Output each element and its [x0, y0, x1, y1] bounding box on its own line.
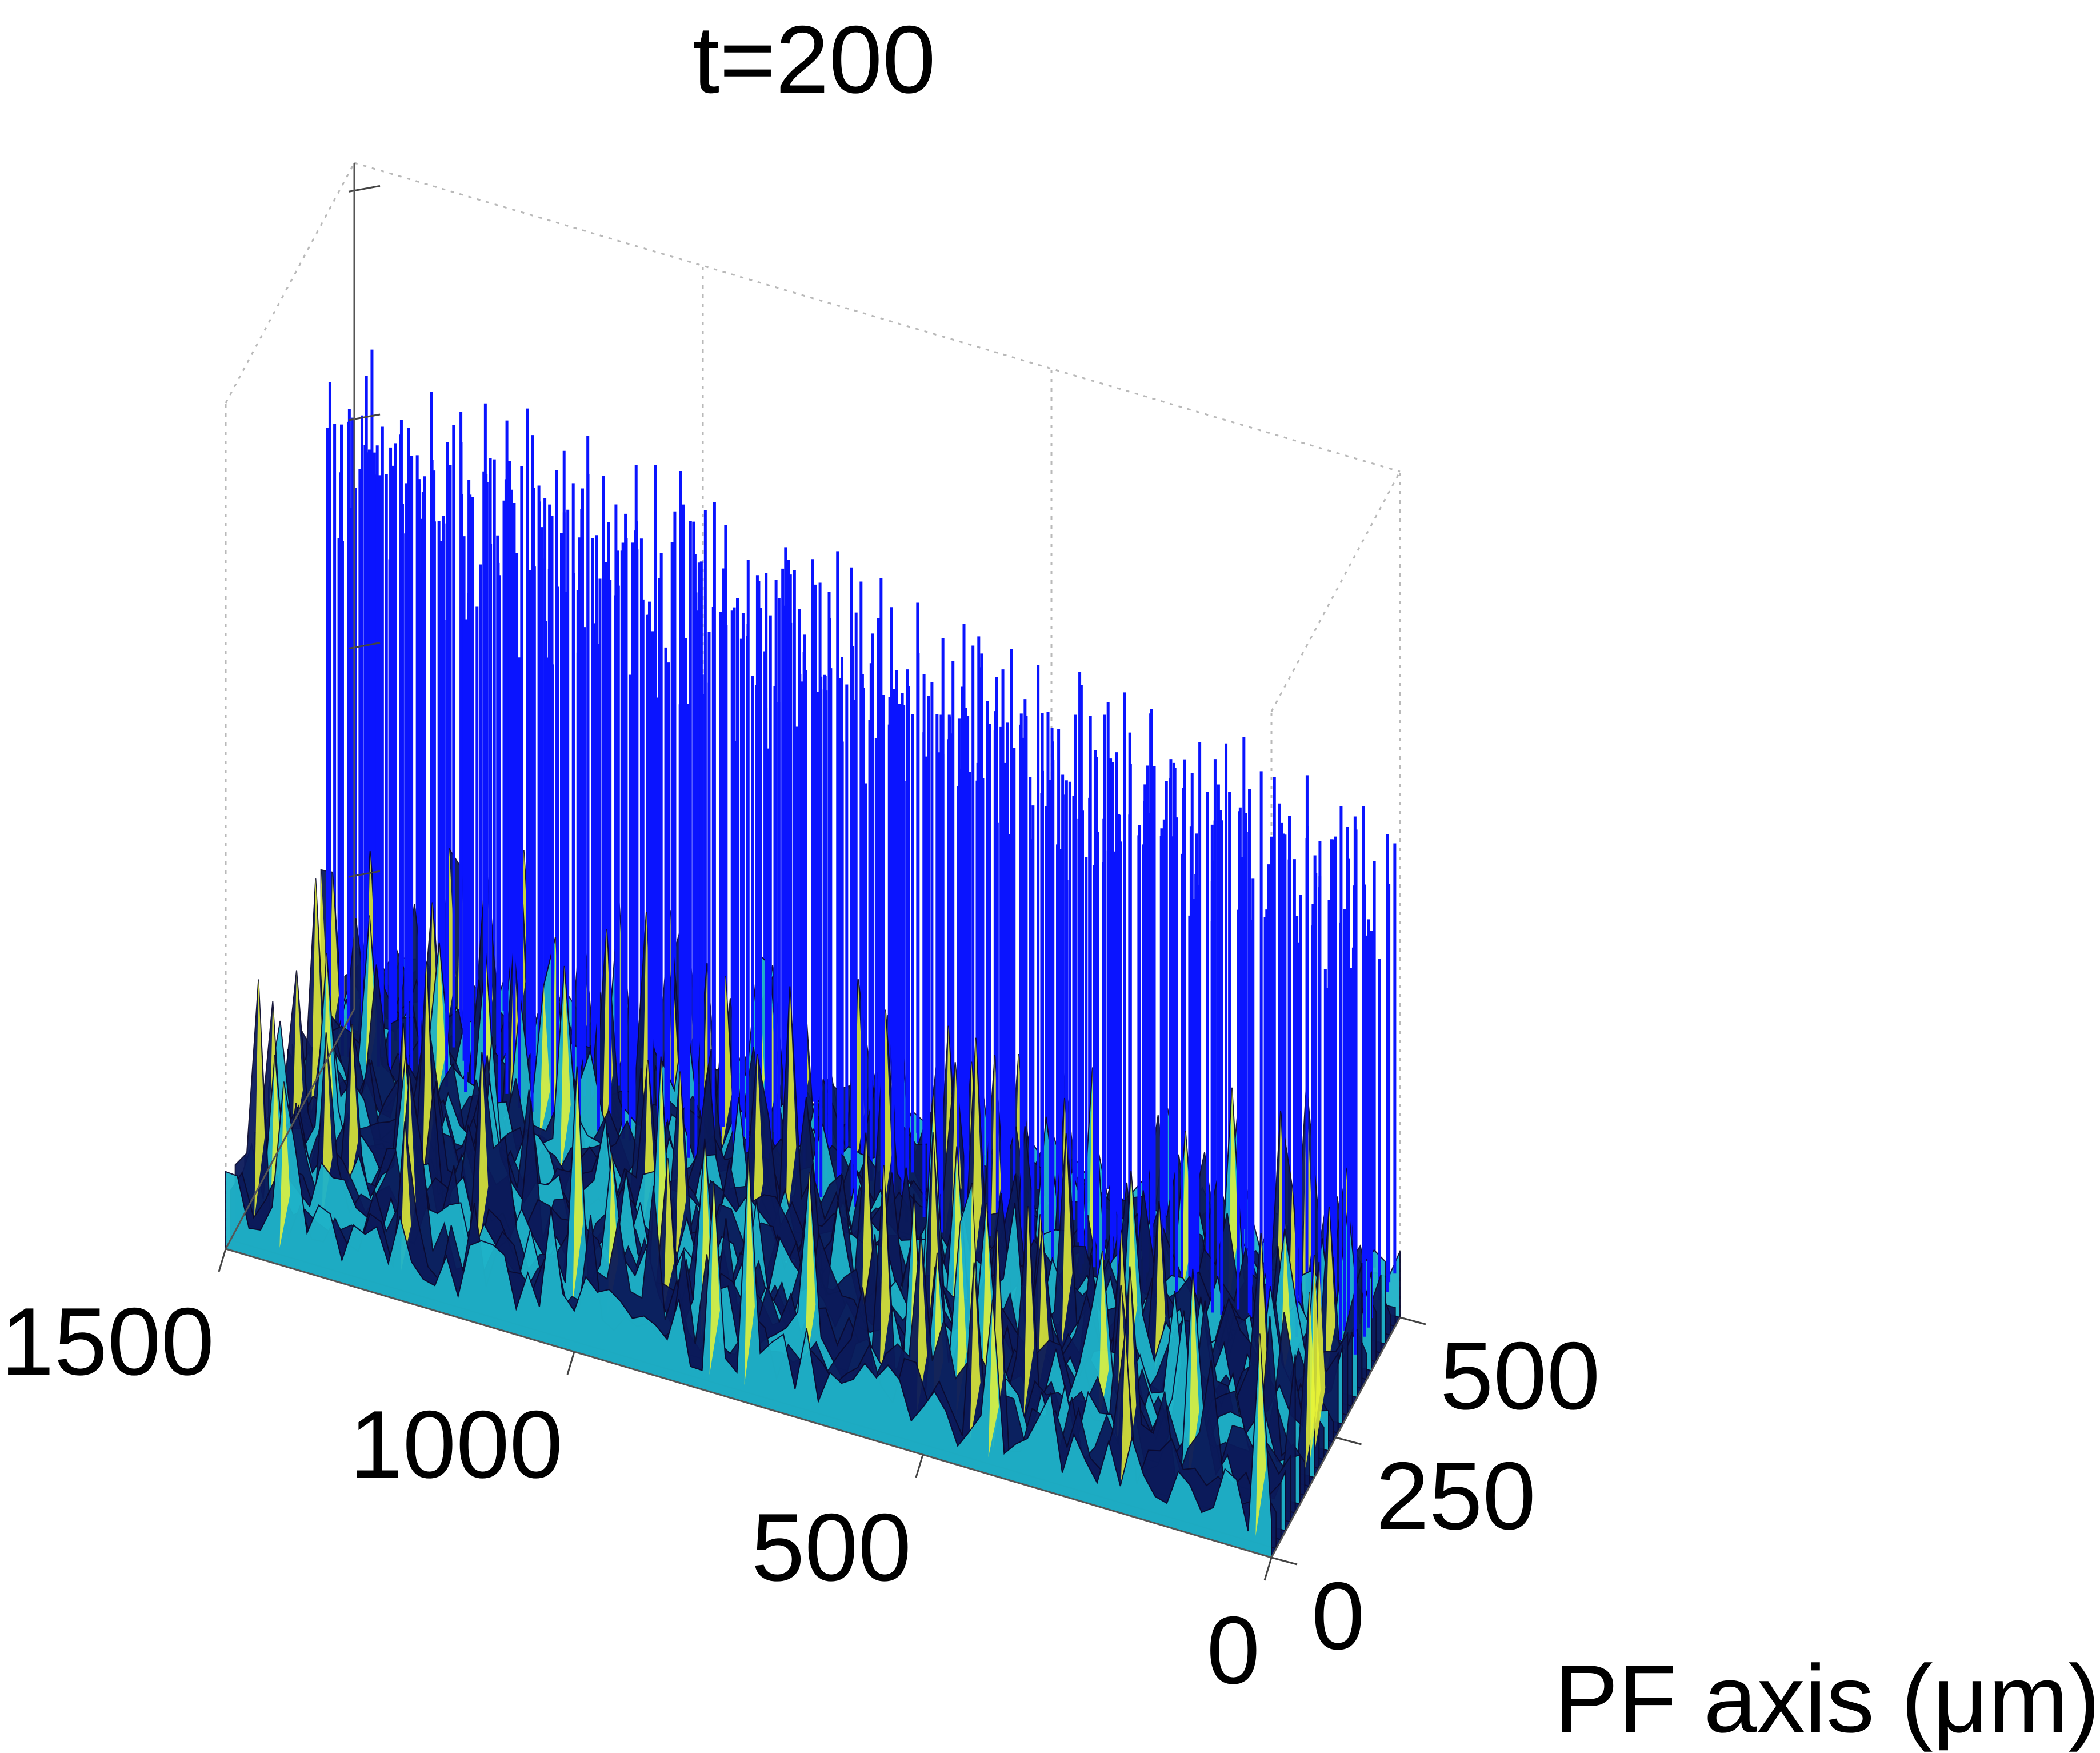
z-floor-line [225, 1008, 355, 1249]
x-tick [566, 1351, 575, 1375]
surface-peak [1023, 1206, 1034, 1416]
surface-peak [879, 1165, 890, 1384]
top-edge-back [354, 162, 1401, 473]
x-tick-label: 1000 [349, 1391, 563, 1498]
surface-peak [573, 1066, 583, 1304]
surface-peak [1098, 1251, 1109, 1428]
surface-peak [254, 979, 265, 1220]
surface-peak [1062, 1133, 1073, 1345]
surface-peak [1255, 1333, 1266, 1536]
surface-peak [970, 1262, 981, 1441]
surface-peak [1325, 1207, 1335, 1381]
chart-title: t=200 [693, 6, 935, 113]
x-tick [218, 1248, 227, 1272]
surface-peak [311, 878, 322, 1113]
y-axis-label: PF axis (μm) [1554, 1645, 2100, 1752]
surface-peak [956, 1222, 967, 1417]
x-axis-line [225, 1248, 1272, 1559]
surface-peak [292, 970, 303, 1149]
surface-peak [744, 1157, 755, 1385]
axes-lines [218, 163, 1426, 1581]
surface-plot [225, 349, 1401, 1559]
surface-peak [1189, 1268, 1199, 1486]
surface-row [225, 1081, 1272, 1559]
x-tick [1263, 1557, 1273, 1581]
surface-peak [279, 1081, 290, 1248]
top-edge-left [225, 162, 355, 404]
x-tick-label: 1500 [1, 1288, 214, 1395]
surface-peak [539, 985, 550, 1140]
surface-peak [1305, 1292, 1316, 1468]
surface-peak [917, 1233, 927, 1416]
surface-peak [663, 1158, 674, 1310]
x-tick-label: 500 [751, 1494, 911, 1601]
surface-peak [1155, 1201, 1166, 1373]
x-tick-labels: 0 500 1000 1500 [1, 1288, 1260, 1704]
z-tick [348, 185, 381, 193]
surface-peak [786, 986, 797, 1233]
x-tick-label: 0 [1207, 1596, 1260, 1704]
y-tick-label: 250 [1376, 1442, 1536, 1550]
surface-peak [347, 1024, 358, 1196]
y-tick [1399, 1316, 1426, 1325]
surface-peak [988, 1299, 999, 1457]
surface-peak [422, 963, 433, 1208]
y-tick [1271, 1556, 1298, 1566]
surface-peak [657, 1056, 667, 1297]
x-tick [915, 1454, 924, 1478]
surface-peak [435, 942, 446, 1109]
y-tick-label: 0 [1311, 1562, 1365, 1670]
surface-peak [602, 929, 613, 1148]
surface-peak [709, 1181, 720, 1375]
surface-peak [1121, 1332, 1131, 1486]
surface-peak [675, 1071, 686, 1262]
top-edge-right [1270, 471, 1401, 712]
y-tick-label: 500 [1440, 1322, 1600, 1429]
surface-peak [478, 1052, 489, 1255]
surface-peak [805, 1172, 816, 1372]
z-tick [348, 413, 381, 421]
y-tick [1335, 1436, 1362, 1445]
surface-peak [560, 965, 571, 1176]
